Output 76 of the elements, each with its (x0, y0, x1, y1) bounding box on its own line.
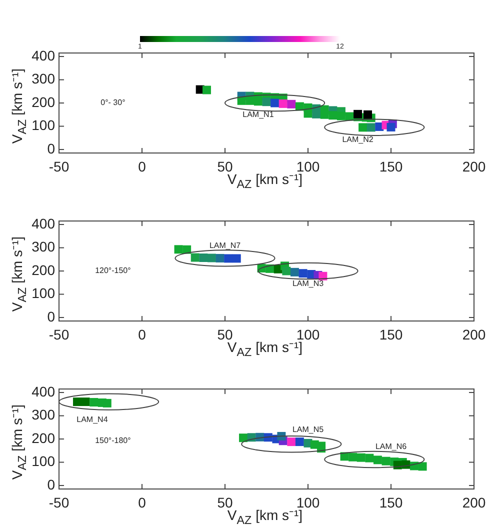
point (232, 254, 241, 263)
y-tick-label: 100 (32, 117, 56, 134)
point (190, 253, 200, 262)
annotation: LAM_N4 (76, 415, 108, 424)
point (224, 254, 233, 263)
x-tick-label: 200 (462, 158, 486, 174)
x-tick-label: 150 (379, 326, 403, 342)
point (365, 454, 374, 462)
point (354, 110, 362, 118)
point (320, 110, 329, 119)
point (358, 123, 368, 132)
y-tick-label: 100 (32, 453, 56, 470)
point (366, 123, 376, 132)
point (207, 254, 216, 262)
annotation: 120°-150° (95, 266, 131, 276)
point (382, 456, 390, 466)
x-tick-label: 200 (462, 326, 486, 342)
point (102, 398, 112, 408)
y-tick-label: 300 (32, 70, 56, 87)
y-tick-label: 400 (32, 47, 56, 64)
x-tick-label: 150 (379, 158, 403, 174)
y-tick-label: 400 (32, 215, 56, 232)
point (254, 97, 262, 106)
y-tick-label: 300 (32, 406, 56, 423)
point (290, 268, 299, 276)
annotation: LAM_N3 (292, 279, 324, 288)
y-tick-label: 200 (32, 262, 56, 278)
annotation: LAM_N7 (209, 241, 242, 250)
point (278, 99, 288, 108)
point (239, 434, 248, 442)
point (336, 112, 346, 120)
x-tick-label: 0 (138, 326, 146, 342)
point (90, 398, 98, 406)
annotation: 0°- 30° (100, 98, 126, 108)
x-tick-label: 0 (138, 158, 146, 174)
y-tick-label: 200 (32, 94, 56, 110)
y-tick-label: 400 (32, 383, 56, 400)
y-tick-label: 200 (32, 430, 56, 446)
point (418, 462, 427, 471)
point (356, 453, 366, 462)
annotation: LAM_N2 (342, 135, 374, 144)
point (298, 269, 308, 278)
point (174, 245, 183, 254)
point (81, 398, 90, 406)
y-tick-label: 300 (32, 238, 56, 255)
x-tick-label: -50 (48, 494, 70, 510)
annotation: LAM_N5 (292, 425, 324, 434)
y-tick-label: 0 (47, 140, 56, 156)
y-tick-label: 100 (32, 285, 56, 302)
point (287, 438, 296, 446)
point (246, 96, 254, 105)
point (328, 111, 338, 120)
x-tick-label: 150 (379, 494, 403, 510)
point (386, 122, 396, 132)
annotation: LAM_N6 (375, 442, 408, 452)
point (73, 398, 82, 406)
point (282, 266, 291, 276)
x-tick-label: -50 (48, 158, 70, 174)
point (348, 452, 358, 462)
annotation: 150°-180° (95, 436, 131, 446)
point (364, 110, 372, 119)
x-tick-label: 0 (138, 494, 146, 510)
y-tick-label: 0 (47, 476, 56, 492)
annotation: LAM_N1 (242, 110, 274, 120)
point (199, 254, 208, 262)
point (373, 456, 382, 464)
point (202, 86, 211, 94)
point (216, 254, 224, 262)
point (295, 438, 304, 446)
x-tick-label: -50 (48, 326, 70, 342)
point (287, 100, 296, 108)
x-tick-label: 200 (462, 494, 486, 510)
y-tick-label: 0 (47, 308, 56, 324)
point (312, 110, 321, 118)
point (262, 98, 271, 106)
point (270, 98, 280, 108)
